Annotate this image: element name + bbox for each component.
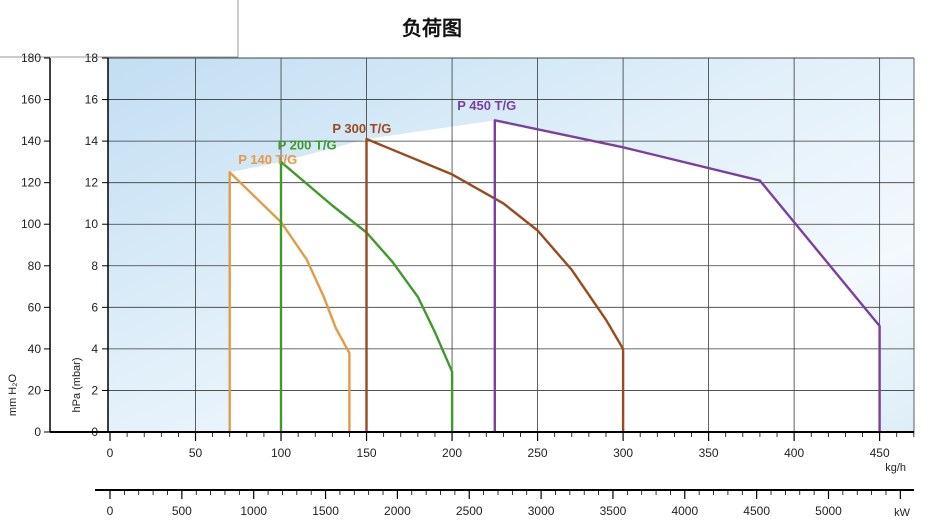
series-label-4: P 450 T/G <box>457 98 516 113</box>
y-left-tick-label: 40 <box>28 342 42 356</box>
y-left-tick-label: 160 <box>21 93 41 107</box>
x-tick-label: 100 <box>271 446 291 460</box>
y-tick-label: 16 <box>85 93 99 107</box>
x-tick-label: 400 <box>784 446 804 460</box>
x2-tick-label: 2500 <box>456 504 483 518</box>
y-tick-label: 4 <box>91 342 98 356</box>
x2-tick-label: 4500 <box>743 504 770 518</box>
x-axis-label: kg/h <box>885 462 906 474</box>
x-tick-label: 50 <box>189 446 203 460</box>
x-tick-label: 200 <box>442 446 462 460</box>
chart-title: 负荷图 <box>402 16 462 40</box>
y-tick-label: 2 <box>91 383 98 397</box>
x2-tick-label: 1000 <box>240 504 267 518</box>
y-left-tick-label: 180 <box>21 51 41 65</box>
y-tick-label: 12 <box>85 176 99 190</box>
x2-tick-label: 3500 <box>600 504 627 518</box>
y-tick-label: 8 <box>91 259 98 273</box>
y-left-tick-label: 20 <box>28 383 42 397</box>
x2-tick-label: 1500 <box>312 504 339 518</box>
x-tick-label: 350 <box>699 446 719 460</box>
y-left-tick-label: 0 <box>34 425 41 439</box>
y-left-tick-label: 100 <box>21 217 41 231</box>
operating-area <box>229 120 880 432</box>
series-line-1 <box>228 171 351 432</box>
series-label-3: P 300 T/G <box>332 121 391 136</box>
x-tick-label: 250 <box>528 446 548 460</box>
series-line-4 <box>493 119 881 432</box>
y-tick-label: 14 <box>85 134 99 148</box>
x2-tick-label: 2000 <box>384 504 411 518</box>
y-tick-label: 6 <box>91 300 98 314</box>
series-line-3 <box>365 137 625 432</box>
axes: 0204060801001201401601800246810121416180… <box>21 51 915 518</box>
y-left-tick-label: 120 <box>21 176 41 190</box>
series-group <box>228 119 881 432</box>
x-tick-label: 300 <box>613 446 633 460</box>
x2-tick-label: 5000 <box>815 504 842 518</box>
series-label-1: P 140 T/G <box>238 152 297 167</box>
y-axis-label-inner: hPa (mbar) <box>71 357 83 412</box>
y-left-tick-label: 60 <box>28 300 42 314</box>
y-tick-label: 10 <box>85 217 99 231</box>
labels: P 140 T/GP 200 T/GP 300 T/G P 450 T/G <box>238 98 516 167</box>
x-tick-label: 0 <box>107 446 114 460</box>
x2-axis-label: kW <box>894 507 911 519</box>
y-left-tick-label: 140 <box>21 134 41 148</box>
x-tick-label: 150 <box>357 446 377 460</box>
x2-tick-label: 0 <box>107 504 114 518</box>
x2-tick-label: 4000 <box>671 504 698 518</box>
series-line-2 <box>279 160 454 432</box>
series-label-2: P 200 T/G <box>278 137 337 152</box>
y-axis-label-left: mm H₂O <box>7 373 19 416</box>
x2-tick-label: 3000 <box>528 504 555 518</box>
y-tick-label: 18 <box>85 51 99 65</box>
x2-tick-label: 500 <box>172 504 192 518</box>
x-tick-label: 450 <box>870 446 890 460</box>
y-left-tick-label: 80 <box>28 259 42 273</box>
